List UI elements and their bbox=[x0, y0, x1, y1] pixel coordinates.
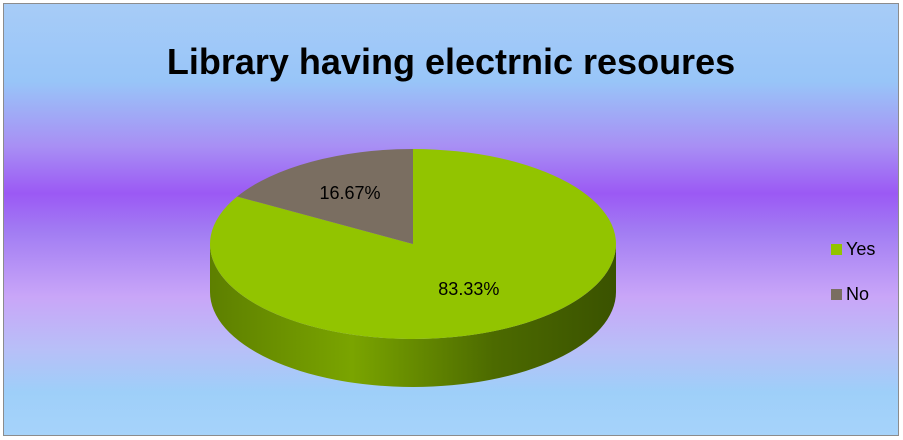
data-label-yes: 83.33% bbox=[438, 279, 499, 299]
legend: Yes No bbox=[831, 237, 875, 327]
legend-swatch-yes bbox=[831, 243, 842, 255]
legend-label-yes: Yes bbox=[846, 238, 876, 259]
data-label-no: 16.67% bbox=[320, 183, 381, 203]
legend-item-no: No bbox=[831, 282, 875, 306]
pie-slice-no bbox=[237, 149, 413, 244]
legend-label-no: No bbox=[846, 283, 870, 304]
chart-title: Library having electrnic resoures bbox=[166, 41, 736, 82]
pie-side-yes bbox=[210, 244, 616, 387]
legend-item-yes: Yes bbox=[831, 237, 875, 261]
pie-slice-yes bbox=[210, 149, 616, 340]
pie-chart: 83.33% 16.67% bbox=[210, 149, 616, 387]
chart-area: Library having electrnic resoures 83.33%… bbox=[3, 3, 899, 436]
legend-swatch-no bbox=[831, 288, 842, 300]
